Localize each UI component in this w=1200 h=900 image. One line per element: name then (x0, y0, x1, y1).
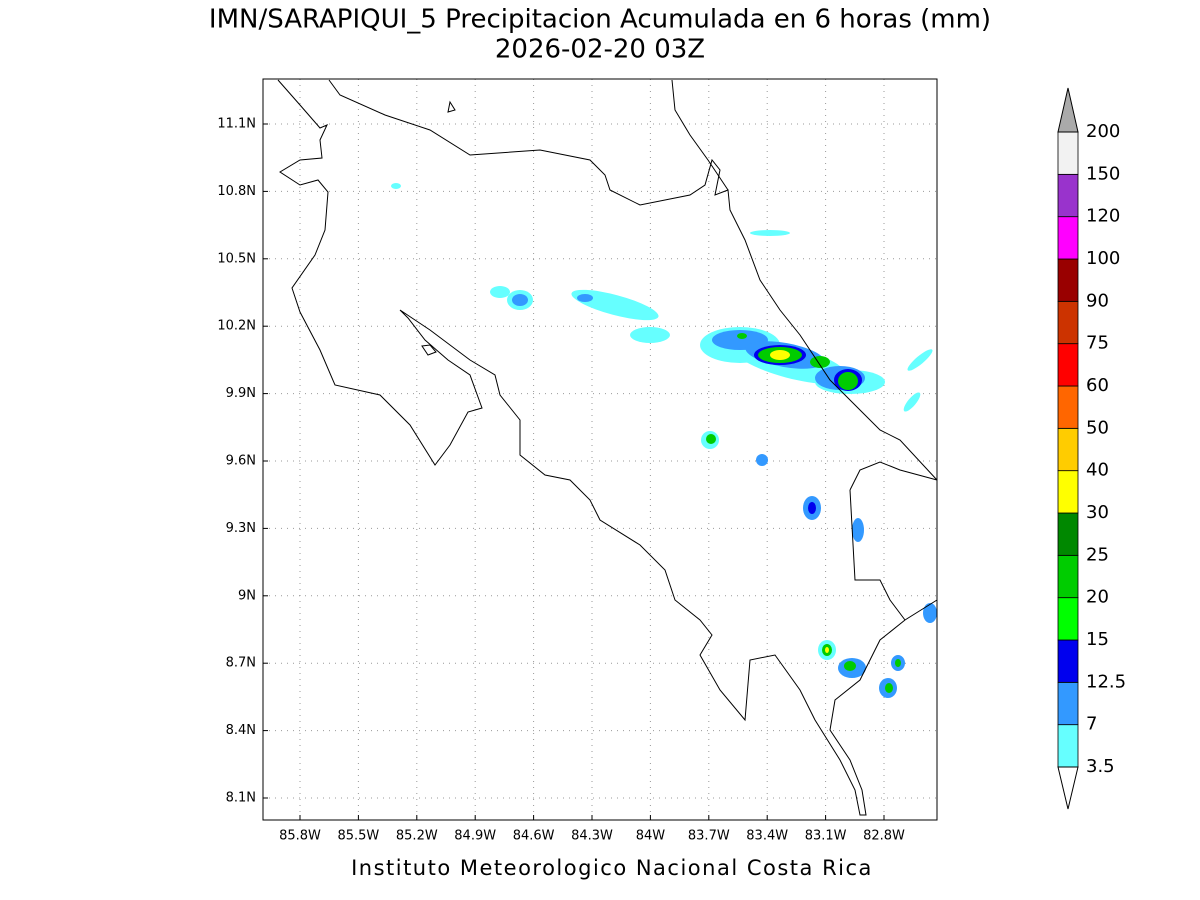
rain-area (810, 356, 830, 368)
rain-area (391, 183, 401, 189)
y-tick-label: 10.5N (217, 251, 256, 266)
coastline (328, 79, 938, 481)
colorbar-label: 75 (1086, 333, 1109, 354)
axis-labels: 85.8W 85.5W 85.2W 84.9W 84.6W 84.3W 84W 83.7W 83… (217, 117, 905, 844)
colorbar-label: 15 (1086, 629, 1109, 650)
y-tick-label: 10.2N (217, 319, 256, 334)
colorbar-box (1057, 385, 1079, 429)
colorbar-label: 25 (1086, 544, 1109, 565)
y-tick-label: 8.1N (226, 791, 256, 806)
rain-area (770, 350, 790, 360)
colorbar-label: 40 (1086, 460, 1109, 481)
rain-area (750, 230, 790, 236)
rain-area (706, 434, 716, 444)
y-tick-label: 11.1N (217, 117, 256, 132)
footer: Instituto Meteorologico Nacional Costa R… (351, 856, 873, 880)
rain-area (577, 294, 593, 302)
colorbar-label: 150 (1086, 163, 1120, 184)
colorbar-box (1057, 427, 1079, 472)
rain-area (907, 349, 933, 371)
colorbar-box (1057, 681, 1079, 726)
x-tick-label: 83.1W (805, 829, 847, 844)
y-tick-label: 9.6N (226, 454, 256, 469)
rain-area (895, 659, 901, 667)
colorbar-box (1057, 512, 1079, 556)
rain-area (571, 289, 659, 321)
x-tick-label: 82.8W (863, 829, 905, 844)
colorbar-label: 30 (1086, 502, 1109, 523)
x-tick-label: 84.6W (513, 829, 555, 844)
y-tick-label: 9.9N (226, 386, 256, 401)
colorbar-label: 60 (1086, 375, 1109, 396)
x-tick-label: 84.9W (454, 829, 496, 844)
rain-area (512, 294, 528, 306)
y-tick-label: 9N (238, 588, 256, 603)
title: IMN/SARAPIQUI_5 Precipitacion Acumulada … (209, 5, 991, 35)
colorbar-label: 200 (1086, 121, 1120, 142)
island (421, 344, 437, 356)
colorbar-box (1057, 343, 1079, 387)
colorbar-box (1057, 554, 1079, 599)
colorbar-extend-high (1057, 87, 1079, 133)
colorbar-box (1057, 724, 1079, 768)
y-tick-label: 8.7N (226, 656, 256, 671)
rain-area (852, 518, 864, 542)
x-tick-label: 85.8W (279, 829, 321, 844)
x-tick-label: 83.7W (688, 829, 730, 844)
y-tick-label: 8.4N (226, 723, 256, 738)
rain-area (923, 603, 937, 623)
x-tick-label: 83.4W (746, 829, 788, 844)
coastline (277, 79, 938, 816)
y-tick-label: 10.8N (217, 184, 256, 199)
colorbar-label: 120 (1086, 206, 1120, 227)
colorbar-box (1057, 300, 1079, 345)
colorbar-box (1057, 258, 1079, 302)
colorbar-box (1057, 470, 1079, 514)
precipitation (391, 183, 937, 698)
subtitle: 2026-02-20 03Z (495, 35, 705, 65)
colorbar-label: 7 (1086, 714, 1097, 735)
x-tick-label: 84.3W (571, 829, 613, 844)
colorbar: 3.5 7 12.5 15 20 25 30 40 50 60 75 90 100 120 150 200 (1057, 87, 1126, 810)
rain-area (825, 647, 829, 653)
colorbar-box (1057, 597, 1079, 641)
coastlines (277, 79, 938, 816)
rain-area (885, 683, 893, 693)
x-tick-label: 85.2W (396, 829, 438, 844)
x-tick-label: 84W (636, 829, 666, 844)
rain-area (903, 392, 921, 412)
grid (263, 79, 937, 820)
rain-area (838, 372, 858, 390)
plot-frame (262, 78, 938, 821)
rain-area (808, 502, 816, 514)
colorbar-label: 3.5 (1086, 756, 1115, 777)
border (671, 79, 729, 191)
rain-area (630, 327, 670, 343)
rain-area (844, 661, 856, 671)
colorbar-box (1057, 173, 1079, 218)
rain-area (737, 333, 747, 339)
x-tick-label: 85.5W (337, 829, 379, 844)
colorbar-box (1057, 639, 1079, 683)
colorbar-label: 90 (1086, 290, 1109, 311)
colorbar-label: 50 (1086, 417, 1109, 438)
border (849, 461, 938, 491)
colorbar-extend-low (1057, 766, 1079, 810)
colorbar-label: 20 (1086, 587, 1109, 608)
y-tick-label: 9.3N (226, 521, 256, 536)
colorbar-box (1057, 131, 1079, 175)
rain-area (756, 454, 768, 466)
colorbar-label: 12.5 (1086, 671, 1126, 692)
colorbar-box (1057, 216, 1079, 260)
rain-area (490, 286, 510, 298)
island (447, 100, 456, 113)
colorbar-label: 100 (1086, 248, 1120, 269)
border (849, 489, 906, 621)
